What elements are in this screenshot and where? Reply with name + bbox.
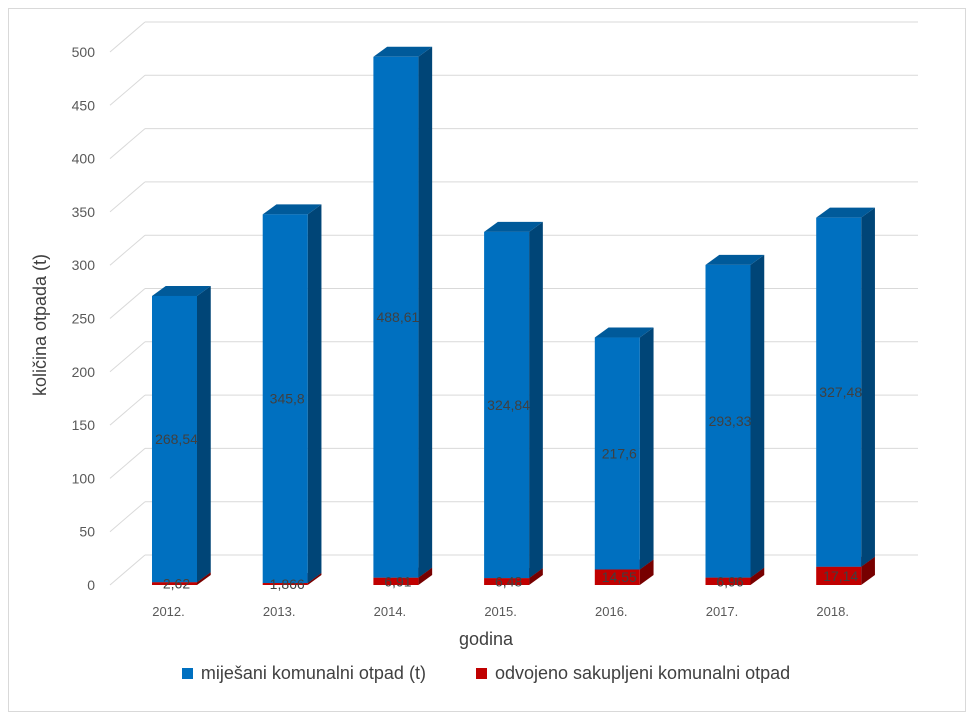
y-tick-label: 250	[72, 311, 96, 327]
data-label-mixed: 327,48	[819, 384, 862, 400]
bar-mixed	[594, 337, 640, 570]
bar-separated-side	[861, 556, 875, 585]
gridline-diagonal	[109, 74, 146, 106]
legend-item-mixed: miješani komunalni otpad (t)	[181, 663, 426, 684]
bar-mixed-side	[750, 254, 765, 578]
bar-separated	[373, 577, 419, 585]
y-tick-label: 0	[87, 577, 95, 593]
legend-swatch-separated	[475, 668, 487, 679]
bar-mixed	[262, 214, 308, 584]
bar-separated-side	[639, 559, 654, 585]
y-axis-title: količina otpada (t)	[30, 254, 50, 396]
data-label-separated: 1,866	[270, 576, 305, 592]
x-tick-label: 2016.	[595, 604, 628, 619]
y-tick-label: 400	[72, 151, 96, 167]
gridline-diagonal	[109, 341, 146, 373]
gridline-diagonal	[109, 181, 146, 213]
bar-mixed	[484, 231, 530, 579]
gridline-diagonal	[109, 234, 146, 266]
bar-mixed-top	[705, 254, 765, 265]
bar-mixed-top	[816, 207, 875, 218]
x-tick-label: 2015.	[484, 604, 517, 619]
bar-mixed-top	[152, 285, 211, 296]
y-tick-label: 350	[72, 204, 96, 220]
bar-mixed-side	[861, 207, 875, 567]
bar-mixed-top	[594, 327, 654, 338]
bar-mixed-side	[529, 221, 543, 579]
x-tick-label: 2013.	[263, 604, 296, 619]
data-label-mixed: 217,6	[602, 446, 637, 462]
bar-mixed-side	[639, 327, 654, 570]
y-tick-label: 500	[72, 44, 96, 60]
gridline-diagonal	[109, 554, 146, 586]
y-tick-label: 150	[72, 417, 96, 433]
data-label-separated: 6,96	[716, 573, 743, 589]
legend-swatch-mixed	[181, 668, 193, 679]
bar-mixed-side	[307, 204, 322, 584]
bar-mixed-side	[418, 46, 433, 578]
y-tick-label: 450	[72, 97, 96, 113]
data-label-mixed: 324,84	[487, 397, 530, 413]
bar-mixed	[705, 264, 751, 578]
data-label-mixed: 268,54	[155, 431, 198, 447]
bar-separated	[594, 569, 640, 585]
bar-mixed	[373, 56, 419, 578]
x-axis-title: godina	[459, 629, 514, 649]
legend-label-separated: odvojeno sakupljeni komunalni otpad	[494, 663, 791, 683]
y-tick-label: 300	[72, 257, 96, 273]
data-label-separated: 2,62	[163, 576, 190, 592]
bar-mixed-top	[484, 221, 543, 232]
bar-separated-side	[418, 567, 433, 585]
bar-mixed	[152, 295, 197, 583]
data-label-separated: 6,91	[384, 573, 411, 589]
gridline-diagonal	[109, 128, 146, 159]
y-tick-label: 200	[72, 364, 96, 380]
data-label-separated: 17,14	[823, 568, 858, 584]
x-tick-label: 2018.	[816, 604, 849, 619]
bar-separated	[262, 583, 308, 585]
gridline-diagonal	[109, 448, 146, 479]
bar-mixed-top	[373, 46, 433, 57]
bar-separated	[484, 578, 530, 585]
data-label-mixed: 293,33	[709, 413, 752, 429]
legend-label-mixed: miješani komunalni otpad (t)	[200, 663, 426, 683]
gridline-diagonal	[109, 501, 146, 533]
bar-separated	[816, 566, 862, 585]
bar-mixed-top	[262, 204, 322, 215]
bar-mixed	[816, 217, 862, 567]
bar-separated	[152, 582, 197, 585]
y-tick-label: 50	[79, 524, 95, 540]
y-tick-label: 100	[72, 470, 96, 486]
gridline-diagonal	[109, 288, 146, 319]
data-label-mixed: 345,8	[270, 391, 305, 407]
x-tick-label: 2014.	[374, 604, 407, 619]
gridline-diagonal	[109, 21, 146, 53]
bar-separated-side	[197, 572, 211, 585]
bar-separated-side	[529, 568, 543, 585]
legend-item-separated: odvojeno sakupljeni komunalni otpad	[475, 663, 791, 684]
data-label-separated: 14,55	[602, 569, 637, 585]
data-label-separated: 6,48	[495, 574, 522, 590]
legend: miješani komunalni otpad (t) odvojeno sa…	[0, 663, 972, 684]
bar-mixed-side	[197, 285, 211, 583]
bar-separated-side	[307, 573, 322, 585]
x-tick-label: 2017.	[706, 604, 739, 619]
data-label-mixed: 488,61	[376, 309, 419, 325]
x-tick-label: 2012.	[152, 604, 185, 619]
gridline-diagonal	[109, 394, 146, 426]
bar-separated-side	[750, 567, 765, 585]
bar-separated	[705, 577, 751, 585]
